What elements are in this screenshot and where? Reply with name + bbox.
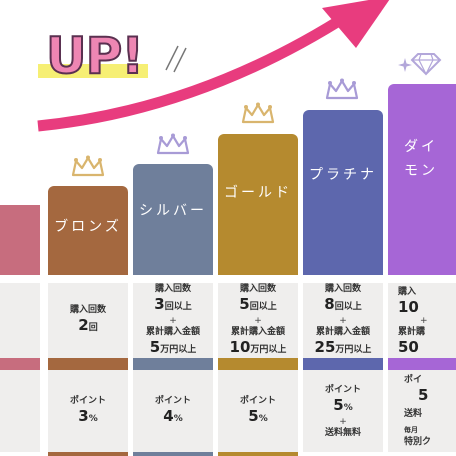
tier-name: プラチナ	[309, 167, 377, 183]
count-value: 10	[398, 297, 419, 316]
point-value: 5	[248, 406, 259, 425]
tier-condition-panel: 購入回数 8回以上 + 累計購入金額 25万円以上	[303, 283, 383, 358]
crown-icon-silver	[156, 133, 190, 155]
amount-label: 累計購入金額	[315, 326, 370, 337]
count-value: 5	[239, 294, 250, 313]
amount-unit: 万円以上	[335, 344, 372, 355]
tier-header-diamond: ダイ モン	[388, 84, 456, 275]
tier-header-gold: ゴールド	[218, 134, 298, 275]
point-value: 5	[333, 395, 344, 414]
tier-point-panel: ポイント 4%	[133, 370, 213, 452]
point-label: ポイ	[404, 375, 423, 385]
tier-point-panel: ポイント 5%	[218, 370, 298, 452]
tier-condition-panel: 購入回数 3回以上 + 累計購入金額 5万円以上	[133, 283, 213, 358]
divider-band	[303, 358, 383, 370]
point-value: 4	[163, 406, 174, 425]
tier-point-panel: ポイ 5 送料 毎月 特別ク	[388, 370, 456, 452]
point-label: ポイント	[69, 395, 106, 406]
tier-condition-panel: 購入回数 2回	[48, 283, 128, 358]
count-label: 購入回数	[239, 283, 276, 294]
crown-icon-gold	[241, 102, 275, 124]
sparkle-icon	[398, 58, 412, 72]
amount-label: 累計購入金額	[145, 326, 200, 337]
slash-decoration-icon	[165, 45, 187, 73]
divider-band	[388, 358, 456, 370]
monthly-label: 毎月	[404, 426, 418, 434]
tier-name: シルバー	[139, 203, 207, 219]
special-label: 特別ク	[404, 437, 432, 447]
amount-label: 累計購入金額	[230, 326, 285, 337]
crown-icon-bronze	[71, 155, 105, 177]
amount-unit: 万円以上	[250, 344, 287, 355]
tier-header-bronze: ブロンズ	[48, 186, 128, 275]
point-value: 3	[78, 406, 89, 425]
tier-column-bronze: ブロンズ 購入回数 2回 ポイント 3%	[48, 186, 128, 456]
point-label: ポイント	[154, 395, 191, 406]
partial-column-left	[0, 205, 40, 456]
tier-header-silver: シルバー	[133, 164, 213, 275]
plus-sign: +	[339, 416, 347, 427]
amount-value: 10	[229, 337, 251, 356]
divider-band	[133, 358, 213, 370]
tier-condition-panel: 購入 10 + 累計購 50	[388, 283, 456, 358]
point-unit: %	[88, 413, 98, 424]
tier-column-platinum: プラチナ 購入回数 8回以上 + 累計購入金額 25万円以上 ポイント 5% +…	[303, 110, 383, 456]
footer-band	[133, 452, 213, 456]
amount-value: 25	[314, 337, 336, 356]
tier-name-line1: ダイ	[404, 139, 438, 155]
count-unit: 回以上	[164, 301, 192, 312]
point-value: 5	[418, 386, 429, 404]
tier-header-platinum: プラチナ	[303, 110, 383, 275]
count-value: 2	[78, 316, 89, 334]
count-label: 購入	[398, 286, 417, 297]
count-unit: 回以上	[249, 301, 277, 312]
divider-band	[48, 358, 128, 370]
count-label: 購入回数	[69, 305, 106, 315]
free-shipping-label: 送料	[404, 409, 423, 419]
tier-condition-panel: 購入回数 5回以上 + 累計購入金額 10万円以上	[218, 283, 298, 358]
tier-point-panel: ポイント 5% + 送料無料	[303, 370, 383, 452]
plus-sign: +	[254, 315, 262, 326]
footer-band	[218, 452, 298, 456]
point-unit: %	[173, 413, 183, 424]
amount-label: 累計購	[398, 326, 426, 337]
diamond-icon	[410, 53, 442, 76]
tier-column-gold: ゴールド 購入回数 5回以上 + 累計購入金額 10万円以上 ポイント 5%	[218, 134, 298, 456]
tier-column-silver: シルバー 購入回数 3回以上 + 累計購入金額 5万円以上 ポイント 4%	[133, 164, 213, 456]
amount-unit: 万円以上	[160, 344, 197, 355]
footer-band	[48, 452, 128, 456]
count-value: 3	[154, 294, 165, 313]
point-unit: %	[258, 413, 268, 424]
banner-title: UP!	[45, 27, 145, 85]
plus-sign: +	[339, 315, 347, 326]
tier-name-line2: モン	[404, 163, 438, 179]
plus-sign: +	[169, 315, 177, 326]
tier-name: ゴールド	[224, 185, 292, 201]
divider-band	[218, 358, 298, 370]
tier-name: ブロンズ	[54, 219, 122, 235]
crown-icon-platinum	[325, 78, 359, 100]
point-unit: %	[343, 402, 353, 413]
tier-point-panel: ポイント 3%	[48, 370, 128, 452]
free-shipping-label: 送料無料	[324, 427, 361, 438]
amount-value: 5	[149, 337, 161, 356]
point-label: ポイント	[324, 384, 361, 395]
amount-value: 50	[398, 337, 419, 356]
tier-column-diamond: ダイ モン 購入 10 + 累計購 50 ポイ 5 送料 毎月 特別ク	[388, 84, 456, 456]
count-unit: 回	[88, 323, 98, 333]
plus-sign: +	[420, 315, 428, 326]
count-label: 購入回数	[324, 283, 361, 294]
count-unit: 回以上	[334, 301, 362, 312]
count-value: 8	[324, 294, 335, 313]
point-label: ポイント	[239, 395, 276, 406]
count-label: 購入回数	[154, 283, 191, 294]
